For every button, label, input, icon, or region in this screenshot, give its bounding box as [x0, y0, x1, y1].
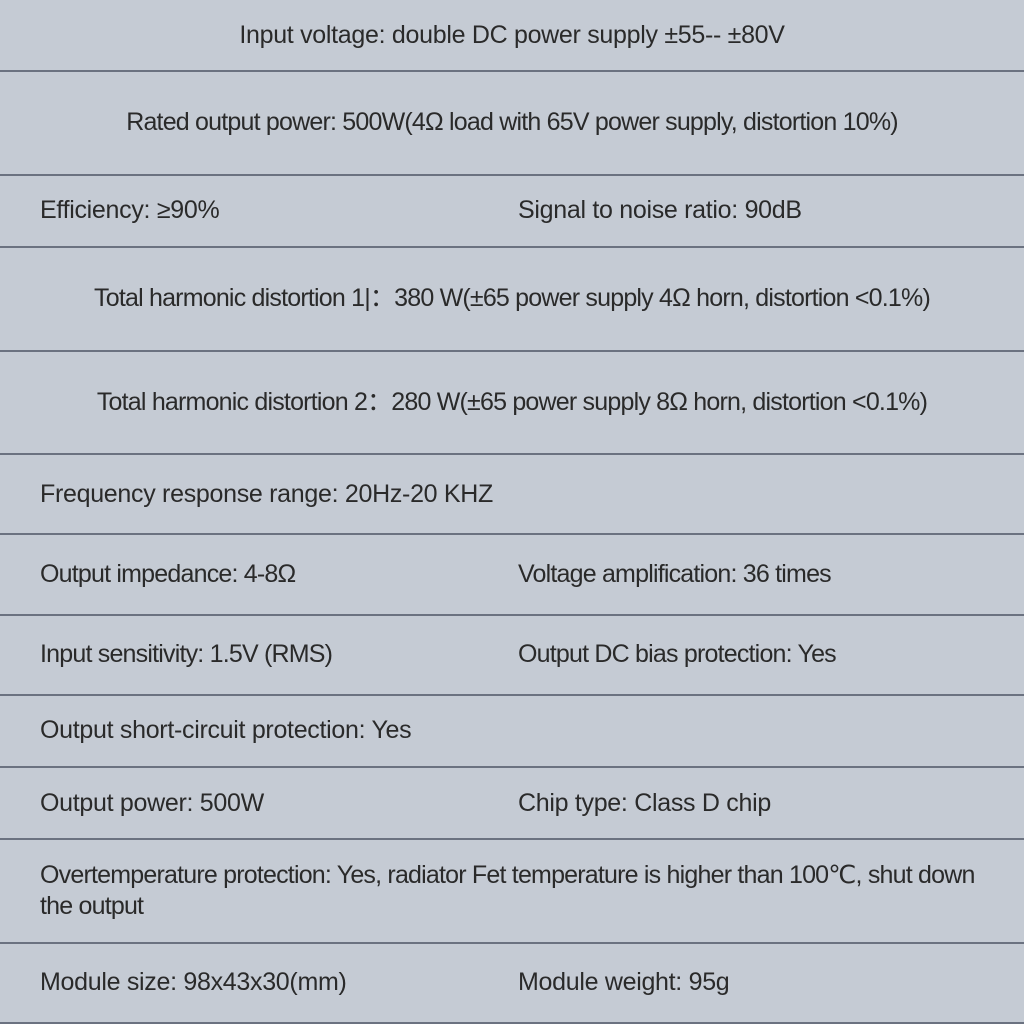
spec-row-input-voltage: Input voltage: double DC power supply ±5… — [0, 0, 1024, 72]
spec-row-size-weight: Module size: 98x43x30(mm) Module weight:… — [0, 944, 1024, 1024]
spec-row-sensitivity-bias: Input sensitivity: 1.5V (RMS) Output DC … — [0, 616, 1024, 696]
spec-text: Total harmonic distortion 1|：380 W(±65 p… — [28, 283, 996, 314]
spec-row-short-circuit: Output short-circuit protection: Yes — [0, 696, 1024, 768]
spec-row-efficiency-snr: Efficiency: ≥90% Signal to noise ratio: … — [0, 176, 1024, 248]
spec-text: Total harmonic distortion 2：280 W(±65 po… — [28, 387, 996, 418]
spec-row-thd2: Total harmonic distortion 2：280 W(±65 po… — [0, 352, 1024, 456]
spec-row-output-chip: Output power: 500W Chip type: Class D ch… — [0, 768, 1024, 840]
spec-text-chip-type: Chip type: Class D chip — [518, 788, 996, 819]
spec-text-weight: Module weight: 95g — [518, 967, 996, 998]
spec-text: Output short-circuit protection: Yes — [28, 715, 411, 746]
spec-text-size: Module size: 98x43x30(mm) — [40, 967, 518, 998]
spec-text: Overtemperature protection: Yes, radiato… — [28, 860, 996, 923]
spec-text: Input voltage: double DC power supply ±5… — [28, 20, 996, 51]
spec-row-rated-output: Rated output power: 500W(4Ω load with 65… — [0, 72, 1024, 176]
spec-text-efficiency: Efficiency: ≥90% — [40, 195, 518, 226]
spec-text-output-power: Output power: 500W — [40, 788, 518, 819]
spec-row-thd1: Total harmonic distortion 1|：380 W(±65 p… — [0, 248, 1024, 352]
spec-text-amplification: Voltage amplification: 36 times — [518, 559, 996, 590]
spec-text: Frequency response range: 20Hz-20 KHZ — [28, 479, 493, 510]
spec-text-bias: Output DC bias protection: Yes — [518, 639, 996, 670]
spec-table: Input voltage: double DC power supply ±5… — [0, 0, 1024, 1024]
spec-row-frequency: Frequency response range: 20Hz-20 KHZ — [0, 455, 1024, 535]
spec-text-sensitivity: Input sensitivity: 1.5V (RMS) — [40, 639, 518, 670]
spec-text-snr: Signal to noise ratio: 90dB — [518, 195, 996, 226]
spec-text-impedance: Output impedance: 4-8Ω — [40, 559, 518, 590]
spec-text: Rated output power: 500W(4Ω load with 65… — [28, 107, 996, 138]
spec-row-overtemp: Overtemperature protection: Yes, radiato… — [0, 840, 1024, 944]
spec-row-impedance-amplification: Output impedance: 4-8Ω Voltage amplifica… — [0, 535, 1024, 615]
